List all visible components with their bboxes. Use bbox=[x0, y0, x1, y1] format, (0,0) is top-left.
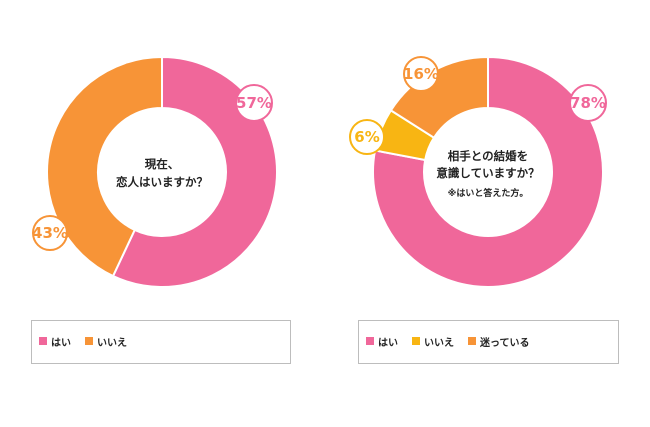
legend-label: いいえ bbox=[424, 337, 454, 349]
bubble-circle bbox=[403, 56, 439, 92]
legend-item: 迷っている bbox=[468, 334, 530, 349]
chart-panel-left: 現在、恋人はいますか？ 57% 43% はい いいえ bbox=[31, 55, 291, 364]
legend-swatch bbox=[412, 337, 420, 345]
value-label: 6% bbox=[354, 128, 379, 146]
center-label: 現在、恋人はいますか？ bbox=[116, 157, 208, 189]
legend-item: はい bbox=[366, 334, 398, 349]
legend-label: 迷っている bbox=[480, 337, 530, 349]
center-note: ※はいと答えた方。 bbox=[448, 187, 529, 199]
chart-panel-right: 相手との結婚を 意識していますか？ ※はいと答えた方。 78% 6% 16% はい いいえ 迷… bbox=[325, 0, 650, 427]
value-bubble: 6% bbox=[349, 119, 385, 155]
value-label: 16% bbox=[403, 65, 439, 83]
legend-label: はい bbox=[378, 337, 398, 349]
bubble-circle bbox=[235, 84, 273, 122]
donut-slice-1 bbox=[372, 55, 604, 288]
legend-item: はい bbox=[39, 334, 71, 349]
donut-chart-left: 現在、恋人はいますか？ 57% 43% bbox=[32, 55, 278, 288]
value-label: 57% bbox=[236, 94, 272, 112]
center-label-line: 恋人はいますか？ bbox=[116, 175, 208, 189]
center-label-line: 現在、 bbox=[145, 157, 180, 171]
donut-slice-2 bbox=[46, 55, 163, 278]
bubble-pointer bbox=[570, 108, 579, 119]
bubble-circle bbox=[569, 84, 607, 122]
bubble-circle bbox=[349, 119, 385, 155]
legend-item: いいえ bbox=[412, 334, 454, 349]
legend-swatch bbox=[366, 337, 374, 345]
legend-right: はい いいえ 迷っている bbox=[358, 320, 619, 364]
value-bubble: 57% bbox=[235, 84, 273, 122]
value-bubble: 16% bbox=[403, 56, 439, 92]
bubble-circle bbox=[32, 215, 68, 251]
center-label-line: 相手との結婚を bbox=[448, 149, 528, 163]
legend-label: いいえ bbox=[97, 337, 127, 349]
value-bubble: 78% bbox=[569, 84, 607, 122]
legend-swatch bbox=[85, 337, 93, 345]
legend-item: いいえ bbox=[85, 334, 127, 349]
value-label: 78% bbox=[570, 94, 606, 112]
legend-left: はい いいえ bbox=[31, 320, 291, 364]
legend-swatch bbox=[39, 337, 47, 345]
value-bubble: 43% bbox=[32, 215, 73, 251]
center-label-line: 意識していますか？ bbox=[436, 166, 539, 180]
legend-swatch bbox=[468, 337, 476, 345]
legend-label: はい bbox=[51, 337, 71, 349]
value-label: 43% bbox=[32, 224, 68, 242]
